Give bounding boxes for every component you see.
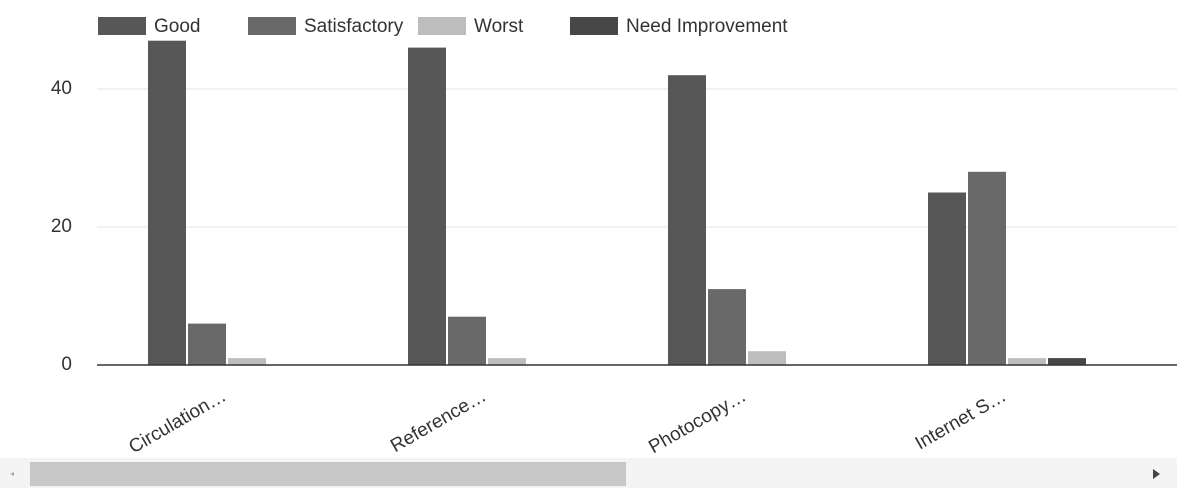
bar xyxy=(748,351,786,365)
bar xyxy=(968,171,1006,365)
bar xyxy=(188,323,226,365)
bar xyxy=(668,75,706,365)
bar xyxy=(1048,358,1086,365)
y-tick-label: 40 xyxy=(51,78,72,99)
x-tick-label: Circulation… xyxy=(125,385,230,458)
bar xyxy=(148,40,186,365)
y-tick-label: 20 xyxy=(51,216,72,237)
legend-swatch xyxy=(248,17,296,35)
bar xyxy=(1008,358,1046,365)
scrollbar-thumb[interactable] xyxy=(30,462,626,486)
legend-label: Need Improvement xyxy=(626,16,788,37)
bar xyxy=(928,192,966,365)
bar xyxy=(448,316,486,365)
x-tick-label: Reference… xyxy=(387,385,490,457)
legend-swatch xyxy=(418,17,466,35)
x-tick-label: Photocopy… xyxy=(645,385,750,458)
legend-label: Worst xyxy=(474,16,524,37)
bar xyxy=(228,358,266,365)
scroll-left-arrow[interactable] xyxy=(10,472,14,476)
legend-swatch xyxy=(98,17,146,35)
x-tick-label: Internet S… xyxy=(912,385,1010,454)
bar xyxy=(408,47,446,365)
bar xyxy=(488,358,526,365)
legend-label: Good xyxy=(154,16,200,37)
scroll-right-arrow[interactable] xyxy=(1153,469,1160,479)
bar xyxy=(708,289,746,365)
legend-label: Satisfactory xyxy=(304,16,404,37)
y-tick-label: 0 xyxy=(61,354,72,375)
legend-swatch xyxy=(570,17,618,35)
